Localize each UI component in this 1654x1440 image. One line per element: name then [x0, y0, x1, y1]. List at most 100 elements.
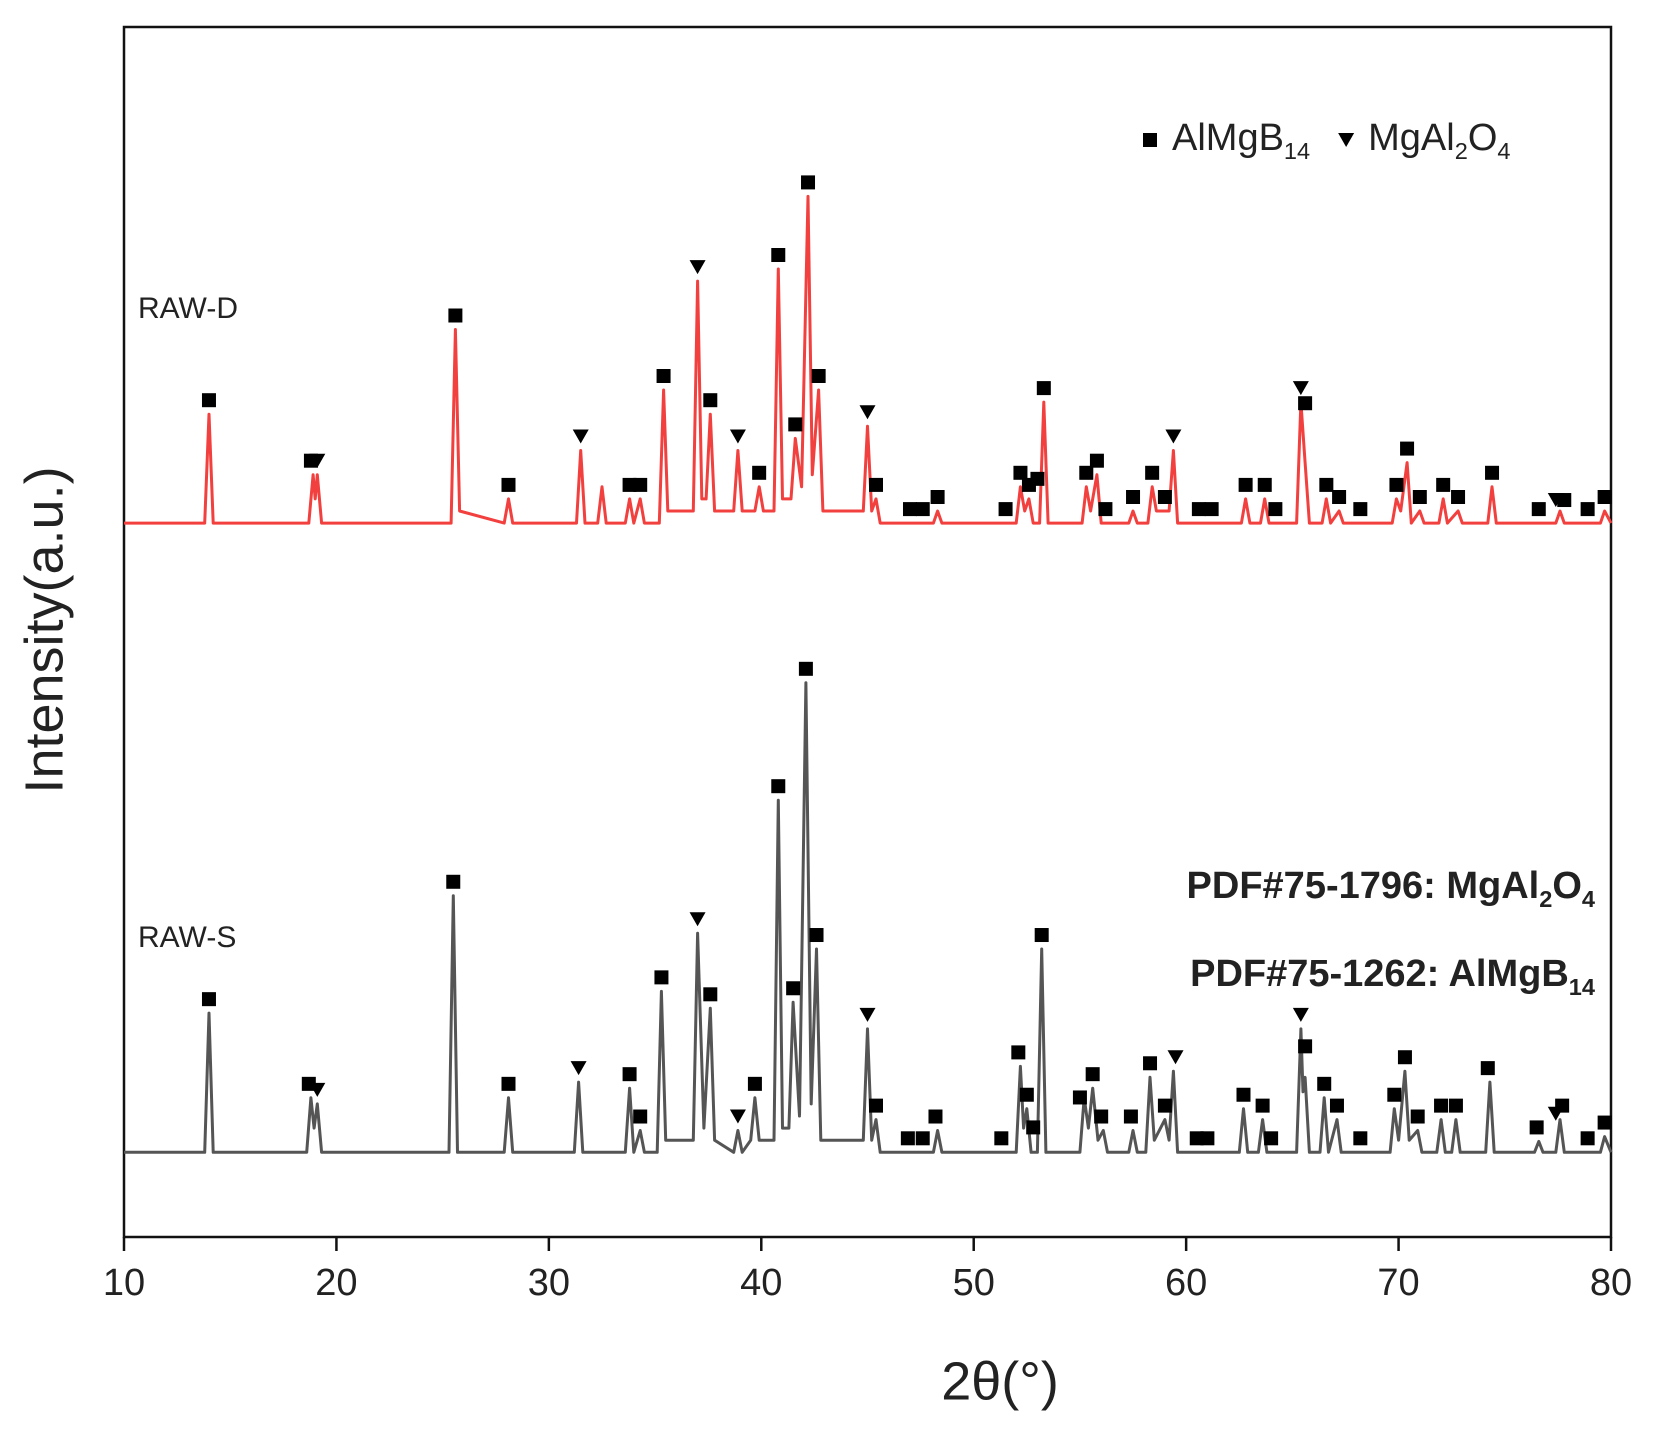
annotation: PDF#75-1262: AlMgB14	[1190, 953, 1595, 1000]
x-axis-label: 2θ(°)	[941, 1351, 1059, 1411]
phase-marker-triangle	[1292, 1007, 1309, 1022]
phase-marker-square	[801, 175, 816, 190]
phase-marker-square	[868, 477, 883, 492]
phase-marker-square	[1434, 1098, 1449, 1113]
phase-marker-square	[1485, 465, 1500, 480]
phase-marker-square	[1387, 1087, 1402, 1102]
phase-marker-square	[902, 502, 917, 517]
phase-marker-triangle	[729, 1109, 746, 1124]
series-label: RAW-D	[138, 292, 238, 325]
annotation: PDF#75-1796: MgAl2O4	[1187, 865, 1595, 912]
phase-marker-square	[622, 1067, 637, 1082]
phase-marker-square	[448, 308, 463, 323]
phase-marker-triangle	[1167, 1050, 1184, 1065]
phase-marker-square	[1143, 1056, 1158, 1071]
phase-marker-square	[868, 1098, 883, 1113]
phase-marker-square	[1157, 490, 1172, 504]
phase-marker-square	[1191, 502, 1206, 517]
phase-marker-square	[994, 1131, 1009, 1146]
phase-marker-square	[747, 1076, 762, 1091]
phase-marker-square	[786, 981, 801, 996]
phase-marker-square	[1268, 502, 1283, 517]
phase-marker-square	[1255, 1098, 1270, 1113]
phase-marker-square	[798, 661, 813, 676]
xrd-line	[124, 681, 1613, 1154]
phase-marker-triangle	[1547, 493, 1564, 508]
phase-marker-square	[1157, 1098, 1172, 1113]
phase-marker-square	[771, 779, 786, 794]
phase-marker-square	[1410, 1109, 1425, 1124]
phase-marker-square	[1332, 490, 1347, 504]
phase-marker-square	[1529, 1120, 1544, 1135]
phase-marker-square	[1389, 477, 1404, 492]
phase-marker-square	[501, 1076, 516, 1091]
phase-marker-triangle	[570, 1061, 587, 1076]
phase-marker-square	[501, 477, 516, 492]
y-axis-label: Intensity(a.u.)	[14, 466, 74, 793]
phase-marker-square	[1238, 477, 1253, 492]
phase-marker-square	[1011, 1045, 1026, 1060]
phase-marker-square	[1098, 502, 1113, 517]
phase-marker-square	[622, 477, 637, 492]
x-tick-label: 20	[315, 1262, 357, 1304]
phase-marker-square	[1580, 1131, 1595, 1146]
phase-marker-square	[1204, 502, 1219, 517]
phase-marker-square	[1597, 490, 1612, 504]
phase-marker-square	[1480, 1061, 1495, 1076]
phase-marker-square	[1094, 1109, 1109, 1124]
phase-marker-square	[1030, 471, 1045, 486]
phase-marker-square	[1319, 477, 1334, 492]
phase-marker-square	[915, 502, 930, 517]
phase-marker-square	[1189, 1131, 1204, 1146]
phase-marker-square	[900, 1131, 915, 1146]
phase-marker-triangle	[1547, 1106, 1564, 1121]
phase-marker-triangle	[1292, 381, 1309, 396]
phase-marker-square	[1531, 502, 1546, 517]
phase-marker-triangle	[1165, 429, 1182, 444]
phase-marker-square	[703, 987, 718, 1002]
phase-marker-triangle	[309, 453, 326, 468]
x-tick-label: 50	[953, 1262, 995, 1304]
phase-marker-square	[788, 417, 803, 432]
phase-marker-triangle	[309, 1082, 326, 1097]
phase-marker-square	[1298, 1039, 1313, 1054]
phase-marker-square	[1412, 490, 1427, 504]
phase-marker-square	[1329, 1098, 1344, 1113]
phase-marker-square	[1298, 396, 1313, 411]
x-tick-label: 10	[103, 1262, 145, 1304]
phase-marker-square	[201, 393, 216, 408]
legend-label: AlMgB14	[1172, 117, 1310, 164]
phase-marker-square	[1353, 1131, 1368, 1146]
phase-marker-square	[1353, 502, 1368, 517]
phase-marker-triangle	[689, 912, 706, 927]
phase-marker-square	[656, 369, 671, 383]
legend-marker	[1143, 133, 1157, 147]
phase-marker-square	[930, 490, 945, 504]
x-tick-label: 60	[1165, 1262, 1207, 1304]
x-tick-label: 30	[528, 1262, 570, 1304]
xrd-line	[124, 194, 1613, 525]
phase-marker-square	[811, 369, 826, 383]
phase-marker-square	[928, 1109, 943, 1124]
phase-marker-triangle	[689, 260, 706, 275]
phase-marker-square	[1451, 490, 1466, 504]
phase-marker-square	[1019, 1087, 1034, 1102]
phase-marker-triangle	[859, 1007, 876, 1022]
phase-marker-square	[633, 477, 648, 492]
phase-marker-triangle	[729, 429, 746, 444]
phase-marker-square	[633, 1109, 648, 1124]
legend-label: MgAl2O4	[1368, 117, 1510, 164]
phase-marker-square	[1397, 1050, 1412, 1065]
phase-marker-square	[752, 465, 767, 480]
plot-frame	[122, 25, 1613, 1239]
phase-marker-square	[809, 928, 824, 943]
phase-marker-square	[1436, 477, 1451, 492]
series-label: RAW-S	[138, 921, 236, 954]
phase-marker-square	[1079, 465, 1094, 480]
phase-marker-triangle	[859, 405, 876, 420]
legend-marker	[1338, 133, 1355, 147]
phase-marker-square	[771, 248, 786, 262]
phase-marker-square	[1123, 1109, 1138, 1124]
phase-marker-square	[1264, 1131, 1279, 1146]
